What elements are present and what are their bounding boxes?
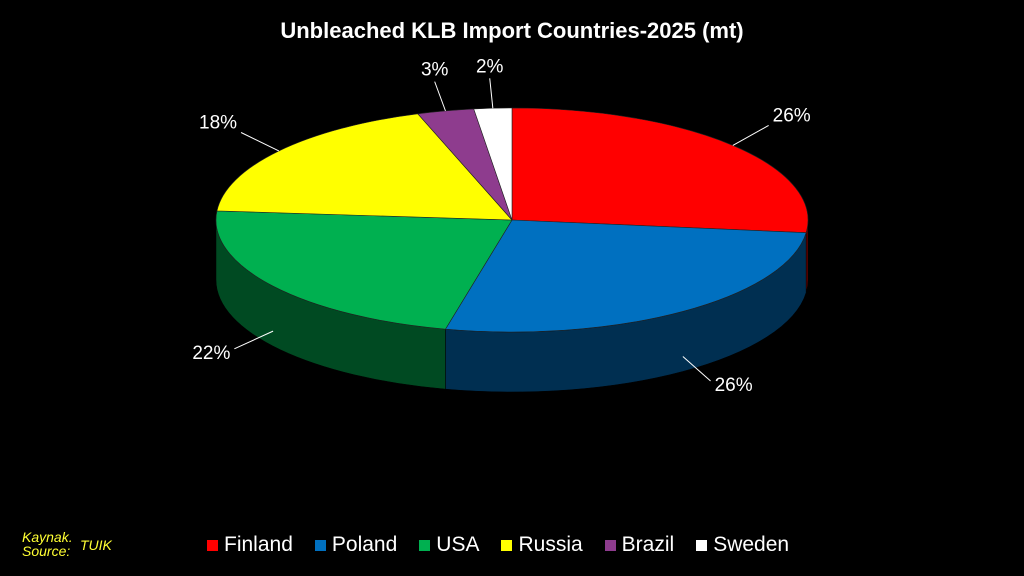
source-label-en: Source: [22, 543, 71, 559]
legend-swatch-poland [314, 539, 326, 551]
leader-line-brazil [434, 81, 446, 112]
pie-slice-finland [511, 107, 809, 233]
leader-line-poland [682, 356, 711, 382]
data-label-usa: 22% [192, 343, 230, 364]
legend-label-usa: USA [436, 533, 480, 556]
legend: Finland Poland USA Russia Brazil Sweden [207, 533, 789, 557]
legend-item-brazil: Brazil [604, 533, 675, 557]
data-label-finland: 26% [773, 105, 811, 126]
legend-label-russia: Russia [518, 533, 583, 556]
pie-slice-usa [215, 210, 513, 330]
legend-item-sweden: Sweden [696, 533, 789, 557]
leader-line-usa [234, 330, 274, 350]
pie-tops [215, 107, 809, 333]
legend-label-poland: Poland [331, 533, 398, 556]
chart-title: Unbleached KLB Import Countries-2025 (mt… [280, 18, 744, 43]
data-label-sweden: 2% [476, 56, 504, 77]
data-label-russia: 18% [199, 112, 237, 133]
pie-slice-poland [444, 219, 807, 333]
leader-line-finland [732, 125, 769, 146]
legend-item-poland: Poland [314, 533, 398, 557]
source-label-tr: Kaynak. [22, 529, 73, 545]
leader-line-russia [240, 132, 280, 152]
pie-leaders [234, 78, 769, 382]
legend-label-sweden: Sweden [713, 533, 790, 556]
data-label-brazil: 3% [421, 60, 449, 81]
legend-label-brazil: Brazil [621, 533, 675, 556]
pie-slice-sweden [473, 107, 513, 221]
legend-swatch-finland [207, 539, 218, 551]
legend-swatch-russia [501, 539, 513, 551]
source-note: Kaynak. Source: TUIK [22, 529, 112, 559]
pie-labels: 26% 26% 22% 18% 3% 2% [192, 56, 810, 396]
legend-swatch-sweden [696, 539, 708, 551]
legend-swatch-usa [419, 539, 431, 551]
legend-swatch-brazil [604, 539, 616, 551]
legend-item-finland: Finland [207, 533, 293, 557]
legend-item-russia: Russia [501, 533, 583, 557]
source-value: TUIK [80, 537, 112, 553]
leader-line-sweden [489, 78, 494, 109]
data-label-poland: 26% [715, 375, 753, 396]
legend-label-finland: Finland [224, 533, 293, 556]
pie-slice-russia [216, 113, 513, 221]
legend-item-usa: USA [419, 533, 479, 557]
